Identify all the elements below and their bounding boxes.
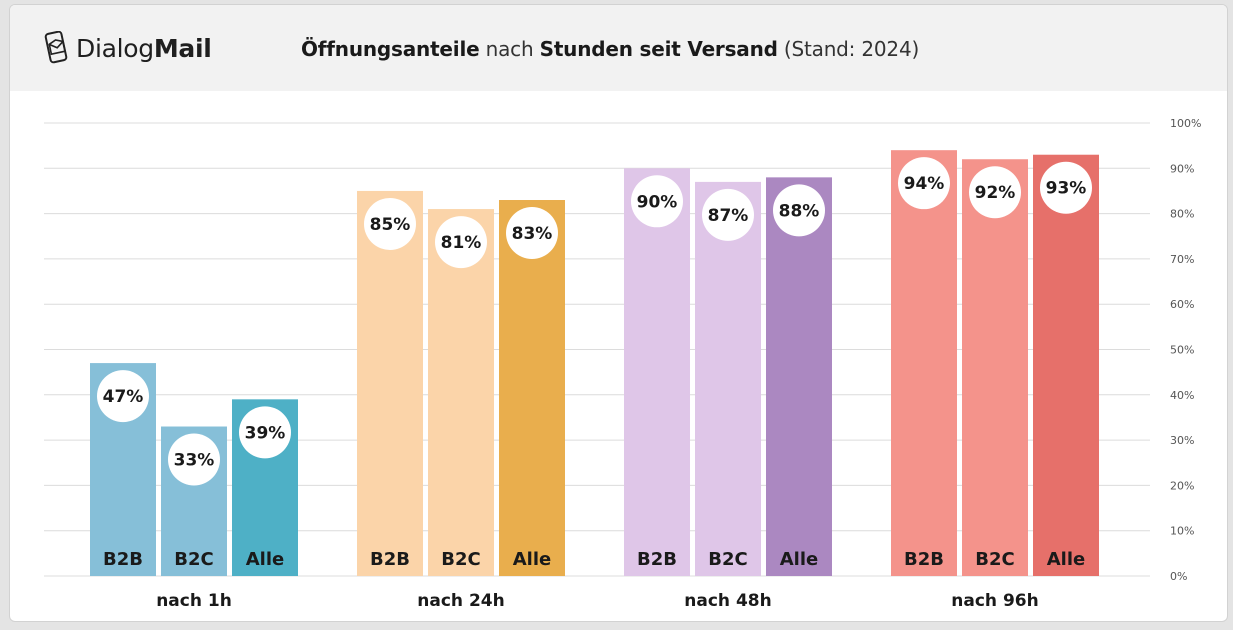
value-bubble	[435, 216, 487, 269]
x-category-label: nach 24h	[417, 591, 504, 611]
series-label: Alle	[780, 549, 818, 570]
data-label: 39%	[245, 423, 286, 443]
bar	[624, 168, 690, 577]
data-label: 90%	[637, 192, 678, 212]
y-tick-label: 60%	[1170, 298, 1194, 311]
chart-header: DialogMail Öffnungsanteile nach Stunden …	[10, 5, 1227, 91]
phone-envelope-icon	[44, 31, 68, 64]
y-tick-label: 30%	[1170, 434, 1194, 447]
title-part-4: (Stand: 2024)	[777, 37, 920, 61]
title-part-2: nach	[479, 37, 540, 61]
chart-title: Öffnungsanteile nach Stunden seit Versan…	[301, 37, 919, 61]
value-bubble	[168, 433, 220, 486]
logo-text: DialogMail	[76, 33, 212, 63]
value-bubble	[506, 207, 558, 260]
series-label: B2C	[975, 549, 1014, 570]
series-label: B2B	[637, 549, 677, 570]
data-label: 93%	[1046, 179, 1087, 199]
series-label: B2B	[904, 549, 944, 570]
data-label: 85%	[370, 215, 411, 235]
x-category-label: nach 1h	[156, 591, 232, 611]
value-bubble	[969, 166, 1021, 219]
series-label: Alle	[1047, 549, 1085, 570]
dialogmail-logo: DialogMail	[44, 31, 212, 65]
bar	[428, 209, 494, 576]
series-label: Alle	[246, 549, 284, 570]
bar	[962, 159, 1028, 577]
x-category-label: nach 96h	[951, 591, 1038, 611]
y-tick-label: 10%	[1170, 525, 1194, 538]
data-label: 94%	[904, 174, 945, 194]
title-part-3: Stunden seit Versand	[539, 37, 778, 61]
data-label: 87%	[708, 206, 749, 226]
value-bubble	[702, 188, 754, 241]
value-bubble	[631, 175, 683, 228]
title-part-1: Öffnungsanteile	[301, 37, 480, 61]
data-label: 81%	[441, 233, 482, 253]
y-tick-label: 0%	[1170, 570, 1187, 583]
y-tick-label: 90%	[1170, 162, 1194, 175]
value-bubble	[1040, 161, 1092, 214]
y-tick-label: 40%	[1170, 389, 1194, 402]
y-tick-label: 20%	[1170, 479, 1194, 492]
value-bubble	[898, 157, 950, 210]
value-bubble	[364, 197, 416, 250]
x-category-label: nach 48h	[684, 591, 771, 611]
series-label: Alle	[513, 549, 551, 570]
data-label: 92%	[975, 183, 1016, 203]
series-label: B2C	[708, 549, 747, 570]
y-tick-label: 100%	[1170, 117, 1201, 130]
value-bubble	[97, 370, 149, 423]
bar	[357, 190, 423, 576]
data-label: 83%	[512, 224, 553, 244]
bar	[891, 150, 957, 576]
data-label: 47%	[103, 387, 144, 407]
y-tick-label: 50%	[1170, 344, 1194, 357]
data-label: 33%	[174, 451, 215, 471]
value-bubble	[773, 184, 825, 237]
y-tick-label: 80%	[1170, 208, 1194, 221]
data-label: 88%	[779, 201, 820, 221]
series-label: B2C	[441, 549, 480, 570]
bar	[766, 177, 832, 577]
series-label: B2B	[370, 549, 410, 570]
value-bubble	[239, 406, 291, 459]
bar	[499, 200, 565, 576]
series-label: B2B	[103, 549, 143, 570]
y-tick-label: 70%	[1170, 253, 1194, 266]
bar	[695, 181, 761, 576]
series-label: B2C	[174, 549, 213, 570]
bar	[1033, 154, 1099, 576]
